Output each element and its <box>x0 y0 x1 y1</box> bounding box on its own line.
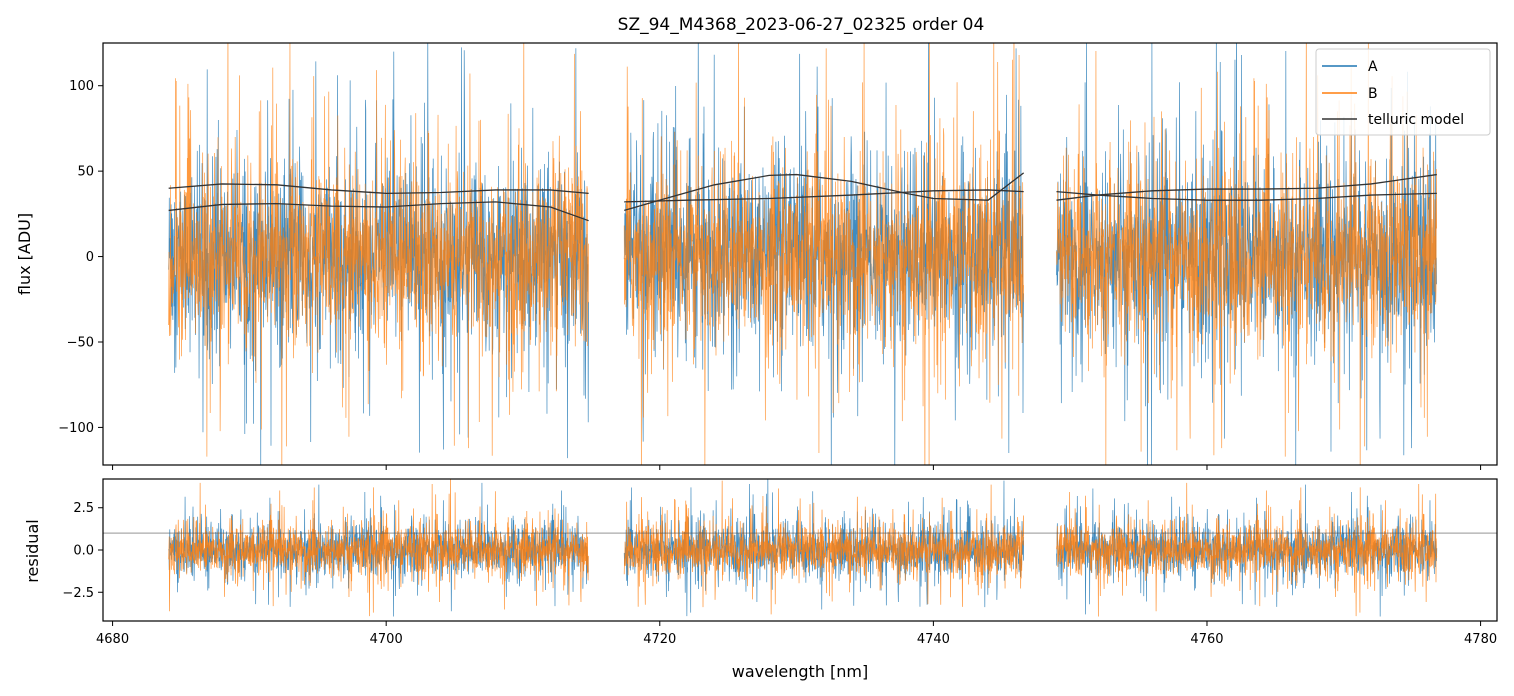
telluric-model-curve-2 <box>168 201 589 222</box>
residual-y-axis-label: residual <box>23 519 42 582</box>
flux-y-ticks: −100 −50 0 50 100 <box>58 79 103 436</box>
flux-ytick-label: 50 <box>77 165 94 180</box>
residual-b-segment-3 <box>1056 482 1438 617</box>
series-b-segment-1 <box>168 43 589 465</box>
residual-plot-area <box>103 479 1497 617</box>
residual-ytick-label: −2.5 <box>62 586 94 601</box>
flux-ytick-label: −50 <box>67 335 94 350</box>
residual-a-segment-1 <box>168 482 589 617</box>
residual-ytick-label: 0.0 <box>73 544 94 559</box>
flux-ytick-label: 0 <box>86 250 94 265</box>
chart-title: SZ_94_M4368_2023-06-27_02325 order 04 <box>618 15 985 35</box>
legend-box <box>1315 48 1491 136</box>
telluric-model-curve-6 <box>1056 190 1437 201</box>
residual-xtick-label: 4720 <box>643 632 676 647</box>
telluric-model-curve-3 <box>624 172 1025 212</box>
flux-ytick-label: −100 <box>58 421 94 436</box>
legend-label-b: B <box>1368 86 1378 102</box>
flux-y-axis-label: flux [ADU] <box>15 213 34 295</box>
residual-b-segment-2 <box>623 480 1025 615</box>
residual-b-segment-1 <box>168 479 589 617</box>
residual-xtick-label: 4780 <box>1464 632 1497 647</box>
residual-ytick-label: 2.5 <box>73 501 94 516</box>
residual-panel: −2.5 0.0 2.5 4680 4700 4720 4740 4760 4780 resi… <box>23 478 1498 681</box>
legend-label-a: A <box>1368 59 1378 75</box>
series-b-segment-2 <box>623 43 1024 465</box>
residual-xtick-label: 4700 <box>370 632 403 647</box>
flux-plot-area <box>168 43 1437 465</box>
residual-y-ticks: −2.5 0.0 2.5 <box>62 501 103 601</box>
x-axis-label: wavelength [nm] <box>732 662 869 681</box>
residual-a-segment-2 <box>623 479 1025 617</box>
telluric-model-curve-4 <box>624 189 1024 203</box>
legend: A B telluric model <box>1315 48 1491 136</box>
residual-xtick-label: 4760 <box>1190 632 1223 647</box>
residual-x-ticks: 4680 4700 4720 4740 4760 4780 <box>96 621 1497 647</box>
flux-ytick-label: 100 <box>69 79 94 94</box>
flux-axes-frame <box>102 42 1498 466</box>
flux-panel: −100 −50 0 50 100 flux [ADU] A B telluric mo… <box>15 42 1498 470</box>
flux-x-ticks <box>112 465 1482 470</box>
residual-xtick-label: 4680 <box>96 632 129 647</box>
telluric-model-curve-5 <box>1056 173 1437 201</box>
legend-label-telluric: telluric model <box>1368 112 1464 128</box>
residual-xtick-label: 4740 <box>917 632 950 647</box>
series-b-segment-3 <box>1056 43 1437 465</box>
telluric-model-curve-1 <box>168 183 589 194</box>
